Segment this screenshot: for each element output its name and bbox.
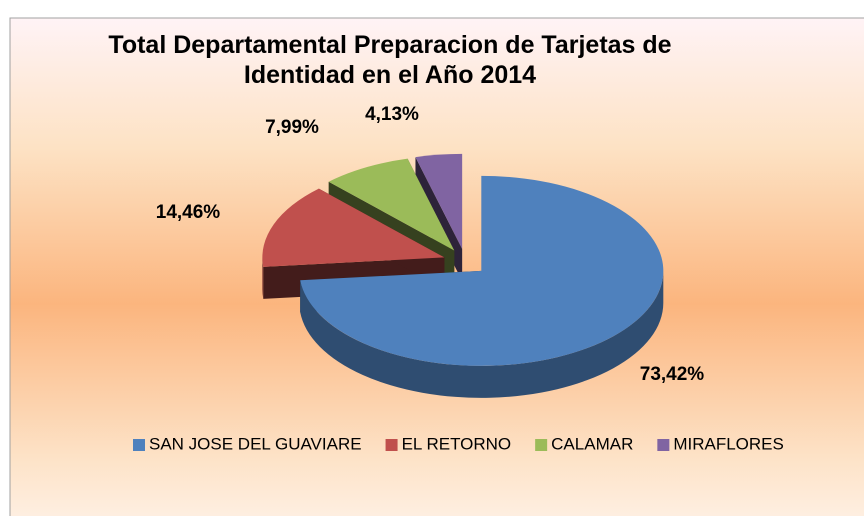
legend: SAN JOSE DEL GUAVIARE EL RETORNO CALAMAR MI… (133, 434, 784, 453)
data-label: 73,42% (640, 364, 705, 385)
legend-swatch (385, 439, 398, 451)
chart-title: Total Departamental Preparacion de Tarje… (108, 31, 672, 89)
pie: 73,42% 14,46% 7,99% 4,13% (156, 104, 705, 398)
legend-label: EL RETORNO (402, 434, 512, 453)
slice-rim (262, 257, 264, 299)
data-label: 4,13% (365, 104, 419, 125)
data-label: 7,99% (265, 117, 319, 138)
pie-slice (262, 188, 445, 267)
pie-slice (328, 158, 455, 251)
legend-swatch (657, 439, 670, 451)
data-label: 14,46% (156, 202, 221, 223)
legend-swatch (133, 439, 145, 451)
legend-swatch (535, 439, 548, 451)
legend-label: MIRAFLORES (673, 434, 784, 453)
legend-label: CALAMAR (551, 434, 633, 453)
legend-label: SAN JOSE DEL GUAVIARE (149, 434, 362, 453)
pie-slice (300, 175, 664, 366)
pie-slice (415, 153, 463, 249)
slice-rim (300, 270, 664, 398)
